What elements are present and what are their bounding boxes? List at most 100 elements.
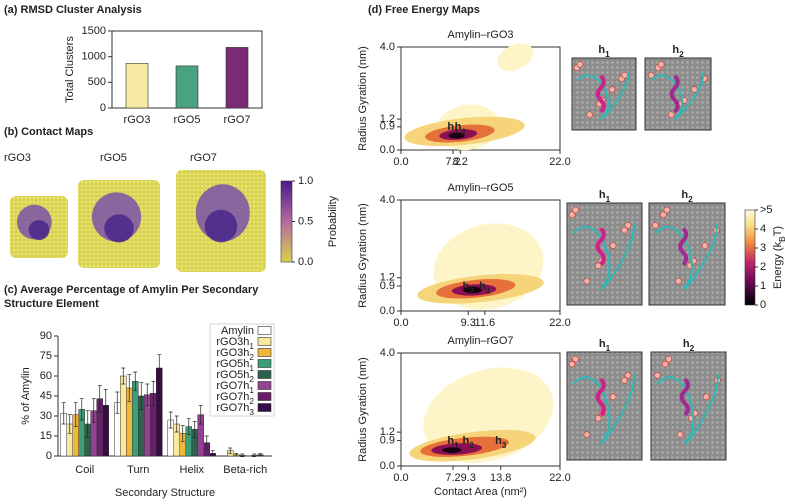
y-tick-label: 0.9 bbox=[380, 434, 395, 446]
error-bar bbox=[240, 453, 245, 458]
y-tick-label: 1.2 bbox=[380, 426, 395, 438]
error-bar bbox=[258, 452, 263, 457]
peptide bbox=[572, 373, 636, 445]
y-tick-label: 45 bbox=[40, 390, 52, 402]
legend-label: rGO5h2 bbox=[216, 369, 254, 384]
error-bar bbox=[252, 453, 257, 458]
helix bbox=[669, 74, 680, 114]
x-tick-label: 0.0 bbox=[393, 317, 408, 329]
legend-swatch bbox=[257, 348, 272, 357]
helix bbox=[679, 377, 690, 417]
error-bar bbox=[145, 383, 150, 406]
error-bar bbox=[234, 452, 239, 457]
snapshot-label: h2 bbox=[681, 189, 693, 204]
plot-title: Amylin–rGO3 bbox=[447, 29, 513, 41]
x-tick-label: Helix bbox=[180, 464, 205, 476]
x-tick-label: 9.3 bbox=[461, 472, 476, 484]
contact-patch bbox=[28, 220, 50, 241]
ion bbox=[667, 111, 675, 118]
error-bar bbox=[180, 424, 185, 442]
error-bar bbox=[61, 402, 66, 425]
x-tick-label: Coil bbox=[75, 464, 94, 476]
snapshot-label: h1 bbox=[599, 338, 611, 353]
ion bbox=[652, 222, 659, 229]
error-bar bbox=[103, 388, 108, 422]
x-tick-label: 22.0 bbox=[549, 317, 570, 329]
legend-label: rGO7h3 bbox=[216, 402, 254, 417]
ion bbox=[572, 206, 579, 214]
annotation: h2 bbox=[463, 280, 475, 295]
energy-contour bbox=[497, 43, 534, 72]
error-bar bbox=[174, 415, 179, 433]
helix bbox=[678, 227, 689, 266]
y-tick-label: 4.0 bbox=[380, 194, 395, 206]
x-tick-label: rGO7 bbox=[224, 114, 251, 126]
snapshot bbox=[644, 57, 712, 131]
ion bbox=[657, 61, 665, 68]
colorbar-tick-label: >5 bbox=[760, 204, 773, 216]
colorbar-label: Energy (kBT) bbox=[772, 226, 785, 289]
annotation: h1 bbox=[447, 121, 459, 136]
legend-label: rGO3h1 bbox=[216, 336, 254, 351]
annotation: h1 bbox=[447, 435, 459, 450]
y-tick-label: 1.2 bbox=[380, 272, 395, 284]
legend-label: rGO5h1 bbox=[216, 358, 254, 373]
panel-title: (d) Free Energy Maps bbox=[368, 4, 480, 16]
snapshot bbox=[648, 202, 726, 306]
ion bbox=[576, 61, 584, 68]
snapshot-label: h1 bbox=[598, 44, 610, 59]
ion bbox=[568, 211, 576, 219]
snapshot-label: h2 bbox=[683, 338, 695, 353]
peptide bbox=[656, 373, 720, 445]
y-axis-label: % of Amylin bbox=[20, 367, 32, 424]
x-tick-label: 9.3 bbox=[461, 317, 476, 329]
y-tick-label: 0.9 bbox=[380, 121, 395, 133]
colorbar bbox=[744, 209, 756, 306]
panel-title: (b) Contact Maps bbox=[4, 126, 93, 138]
error-bar bbox=[127, 374, 132, 402]
helix bbox=[595, 377, 606, 417]
ion bbox=[702, 393, 710, 401]
x-tick-label: 0.0 bbox=[393, 156, 408, 168]
helix bbox=[595, 74, 606, 114]
legend-swatch bbox=[257, 381, 272, 390]
error-bar bbox=[115, 391, 120, 414]
legend-swatch bbox=[257, 359, 272, 368]
peptide bbox=[654, 223, 719, 291]
ion bbox=[583, 431, 591, 438]
error-bar bbox=[121, 367, 126, 385]
x-tick-label: 22.0 bbox=[549, 472, 570, 484]
ion bbox=[594, 262, 602, 270]
y-tick-label: 500 bbox=[88, 76, 106, 88]
colorbar-tick-label: 0.5 bbox=[298, 215, 313, 227]
error-bar bbox=[73, 402, 78, 428]
x-tick-label: 11.6 bbox=[475, 317, 496, 329]
y-tick-label: 0.9 bbox=[380, 280, 395, 292]
map-label: rGO5 bbox=[100, 152, 127, 164]
ion bbox=[654, 372, 661, 379]
ion bbox=[690, 86, 698, 93]
colorbar-tick-label: 0 bbox=[760, 299, 766, 311]
ion bbox=[609, 393, 617, 401]
ion bbox=[663, 206, 671, 214]
y-tick-label: 30 bbox=[40, 410, 52, 422]
ion bbox=[676, 431, 684, 438]
y-axis-label: Total Clusters bbox=[64, 36, 76, 103]
legend-swatch bbox=[257, 370, 272, 379]
ion bbox=[624, 222, 632, 229]
error-bar bbox=[91, 398, 96, 424]
x-tick-label: 0.0 bbox=[393, 472, 408, 484]
colorbar-tick-label: 3 bbox=[760, 242, 766, 254]
y-tick-label: 0 bbox=[100, 102, 106, 114]
plot-title: Amylin–rGO7 bbox=[447, 335, 513, 347]
error-bar bbox=[139, 382, 144, 410]
energy-contour bbox=[463, 286, 483, 294]
map-label: rGO3 bbox=[4, 152, 31, 164]
peptide bbox=[650, 72, 705, 120]
annotation: h3 bbox=[495, 435, 507, 450]
error-bar bbox=[79, 398, 84, 421]
snapshot bbox=[571, 57, 637, 131]
y-tick-label: 1.2 bbox=[380, 113, 395, 125]
ion bbox=[572, 355, 579, 363]
